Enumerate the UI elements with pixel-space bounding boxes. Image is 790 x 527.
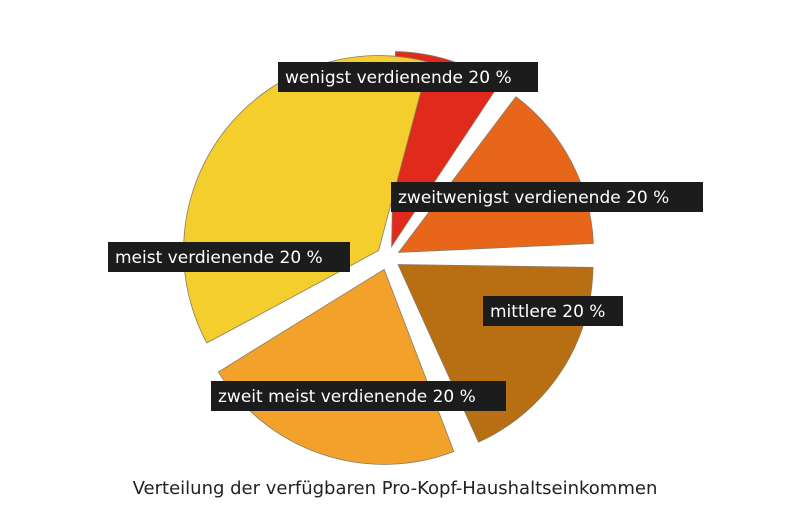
slice-label-text: wenigst verdienende 20 % bbox=[285, 68, 512, 88]
pie-labels: wenigst verdienende 20 % zweitwenigst ver… bbox=[108, 62, 703, 411]
slice-label-background bbox=[391, 182, 703, 212]
slice-label-text: mittlere 20 % bbox=[490, 302, 605, 322]
slice-label-background bbox=[108, 242, 350, 272]
slice-label: zweit meist verdienende 20 % bbox=[211, 381, 506, 411]
slice-label: meist verdienende 20 % bbox=[108, 242, 350, 272]
slice-label-text: zweitwenigst verdienende 20 % bbox=[398, 188, 669, 208]
slice-label-background bbox=[278, 62, 538, 92]
slice-label: zweitwenigst verdienende 20 % bbox=[391, 182, 703, 212]
slice-label-background bbox=[211, 381, 506, 411]
slice-label: mittlere 20 % bbox=[483, 296, 623, 326]
slice-label: wenigst verdienende 20 % bbox=[278, 62, 538, 92]
chart-caption: Verteilung der verfügbaren Pro-Kopf-Haus… bbox=[132, 478, 658, 499]
slice-label-background bbox=[483, 296, 623, 326]
pie-slice bbox=[397, 96, 594, 253]
slice-label-text: zweit meist verdienende 20 % bbox=[218, 387, 476, 407]
slice-label-text: meist verdienende 20 % bbox=[115, 248, 323, 268]
